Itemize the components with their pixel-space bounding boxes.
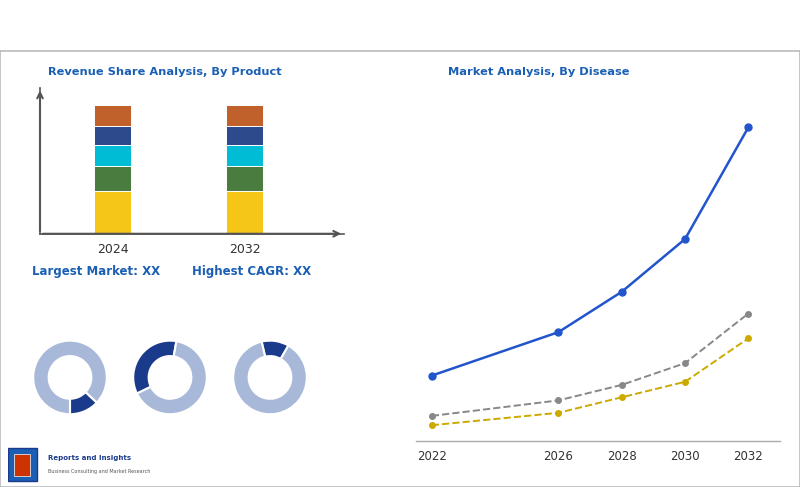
Bar: [94, 145, 131, 166]
Bar: [94, 126, 131, 145]
Bar: [226, 145, 263, 166]
Wedge shape: [34, 340, 106, 414]
FancyBboxPatch shape: [14, 454, 30, 476]
Wedge shape: [137, 341, 206, 414]
FancyBboxPatch shape: [8, 449, 37, 481]
Wedge shape: [70, 392, 97, 414]
Wedge shape: [134, 340, 176, 393]
Bar: [226, 105, 263, 126]
Wedge shape: [233, 341, 306, 414]
Text: Largest Market: XX: Largest Market: XX: [32, 265, 160, 278]
Bar: [94, 105, 131, 126]
Text: Business Consulting and Market Research: Business Consulting and Market Research: [48, 469, 150, 474]
Text: Market Analysis, By Disease: Market Analysis, By Disease: [448, 68, 630, 77]
Text: Revenue Share Analysis, By Product: Revenue Share Analysis, By Product: [48, 68, 282, 77]
Wedge shape: [262, 340, 288, 359]
Bar: [226, 166, 263, 191]
Bar: [94, 191, 131, 234]
Text: Highest CAGR: XX: Highest CAGR: XX: [192, 265, 311, 278]
Bar: [94, 166, 131, 191]
Text: Reports and Insights: Reports and Insights: [48, 455, 131, 461]
Bar: [226, 191, 263, 234]
Text: GLOBAL GRAFT VERSUS HOST DISEASE TREATMENT MARKET SEGMENT ANALYSIS: GLOBAL GRAFT VERSUS HOST DISEASE TREATME…: [13, 19, 618, 32]
Bar: [226, 126, 263, 145]
